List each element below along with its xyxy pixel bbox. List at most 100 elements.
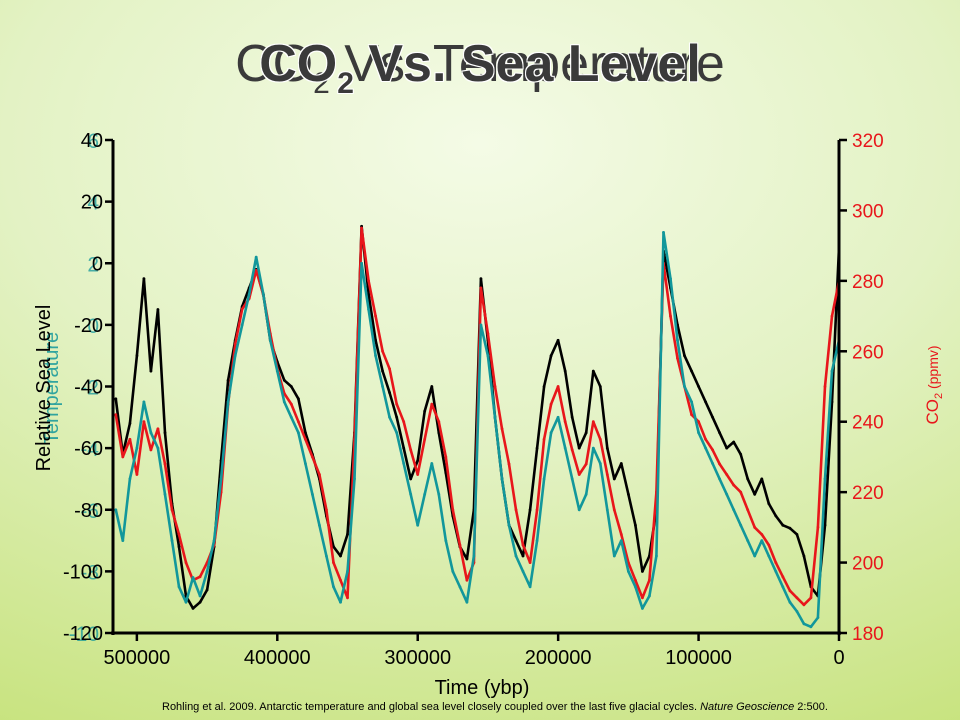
point-temperature	[423, 492, 427, 496]
point-co2	[423, 437, 427, 441]
point-sea-level	[641, 570, 644, 573]
point-temperature	[690, 400, 693, 404]
point-sea-level	[156, 308, 160, 311]
point-temperature	[437, 492, 441, 496]
point-temperature	[746, 539, 750, 542]
point-sea-level	[711, 415, 714, 419]
point-temperature	[767, 554, 771, 558]
point-sea-level	[177, 545, 181, 549]
point-co2	[233, 342, 237, 346]
point-co2	[430, 402, 434, 406]
point-temperature	[535, 539, 539, 542]
point-co2	[648, 578, 651, 582]
point-sea-level	[760, 477, 764, 481]
x-tick-label: 500000	[103, 647, 170, 669]
point-sea-level	[535, 446, 539, 450]
point-sea-level	[739, 452, 743, 456]
point-temperature	[816, 616, 820, 619]
point-co2	[753, 526, 757, 529]
point-sea-level	[282, 378, 286, 382]
point-sea-level	[584, 431, 588, 435]
point-co2	[121, 455, 125, 459]
point-sea-level	[732, 440, 736, 444]
point-co2	[114, 413, 118, 417]
point-co2	[149, 448, 153, 452]
point-temperature	[275, 369, 279, 373]
point-co2	[451, 508, 455, 512]
point-co2	[704, 437, 707, 441]
point-sea-level	[577, 446, 581, 450]
point-co2	[486, 332, 490, 336]
point-temperature	[170, 539, 174, 542]
series-temperature	[114, 231, 841, 629]
point-sea-level	[374, 338, 377, 342]
point-temperature	[669, 277, 672, 281]
y-tick-label-sea-level: -60	[74, 438, 103, 460]
y-tick-label-temperature: 4	[87, 192, 99, 215]
point-temperature	[830, 369, 834, 373]
point-temperature	[739, 523, 743, 527]
y-tick-label-sea-level: -80	[74, 500, 103, 522]
point-co2	[170, 508, 174, 512]
y-tick-label-sea-level: -20	[74, 315, 103, 337]
point-temperature	[205, 570, 209, 573]
point-temperature	[577, 508, 581, 512]
point-co2	[584, 462, 588, 466]
point-temperature	[528, 585, 532, 589]
point-sea-level	[514, 539, 518, 542]
point-temperature	[226, 400, 230, 404]
point-temperature	[156, 446, 160, 450]
point-temperature	[339, 600, 342, 604]
point-co2	[556, 385, 560, 388]
point-sea-level	[781, 523, 785, 527]
point-temperature	[360, 261, 363, 265]
point-temperature	[697, 431, 700, 435]
point-temperature	[634, 585, 637, 589]
point-temperature	[465, 600, 469, 604]
point-sea-level	[226, 378, 230, 382]
point-sea-level	[788, 526, 792, 530]
point-temperature	[297, 431, 300, 435]
point-co2	[409, 448, 413, 452]
y-tick-label-temperature: -8	[80, 561, 99, 584]
y-axis-title-temperature: Temperature	[41, 332, 63, 444]
point-temperature	[318, 523, 321, 527]
point-temperature	[598, 462, 602, 465]
point-sea-level	[465, 557, 469, 561]
point-sea-level	[605, 446, 609, 450]
point-temperature	[563, 446, 567, 450]
point-sea-level	[430, 385, 434, 388]
y-tick-label-sea-level: -120	[63, 623, 103, 645]
point-sea-level	[690, 369, 693, 373]
point-temperature	[219, 477, 223, 481]
point-sea-level	[297, 397, 300, 401]
point-temperature	[612, 554, 616, 558]
y-tick-label-co2: 260	[852, 342, 884, 363]
point-co2	[507, 462, 511, 466]
point-temperature	[325, 554, 328, 558]
point-sea-level	[205, 588, 209, 592]
point-co2	[177, 533, 181, 536]
point-sea-level	[346, 533, 349, 536]
point-co2	[395, 402, 399, 406]
y-tick-label-sea-level: 20	[81, 192, 103, 214]
point-co2	[289, 402, 293, 406]
point-sea-level	[395, 415, 399, 419]
point-temperature	[605, 508, 609, 512]
point-co2	[184, 561, 188, 564]
point-temperature	[627, 570, 630, 573]
point-sea-level	[304, 431, 307, 435]
point-co2	[304, 437, 307, 441]
axes-layer: 500000 400000 300000 200000 100000 06420-2-4-…	[63, 130, 884, 669]
x-tick-label: 0	[833, 647, 844, 669]
point-temperature	[409, 492, 413, 496]
point-co2	[360, 226, 363, 230]
point-co2	[500, 427, 504, 431]
point-sea-level	[718, 431, 721, 435]
point-temperature	[430, 462, 434, 465]
point-temperature	[191, 576, 195, 579]
point-co2	[135, 473, 139, 476]
y-tick-label-sea-level: 0	[92, 253, 103, 275]
point-temperature	[198, 594, 202, 598]
